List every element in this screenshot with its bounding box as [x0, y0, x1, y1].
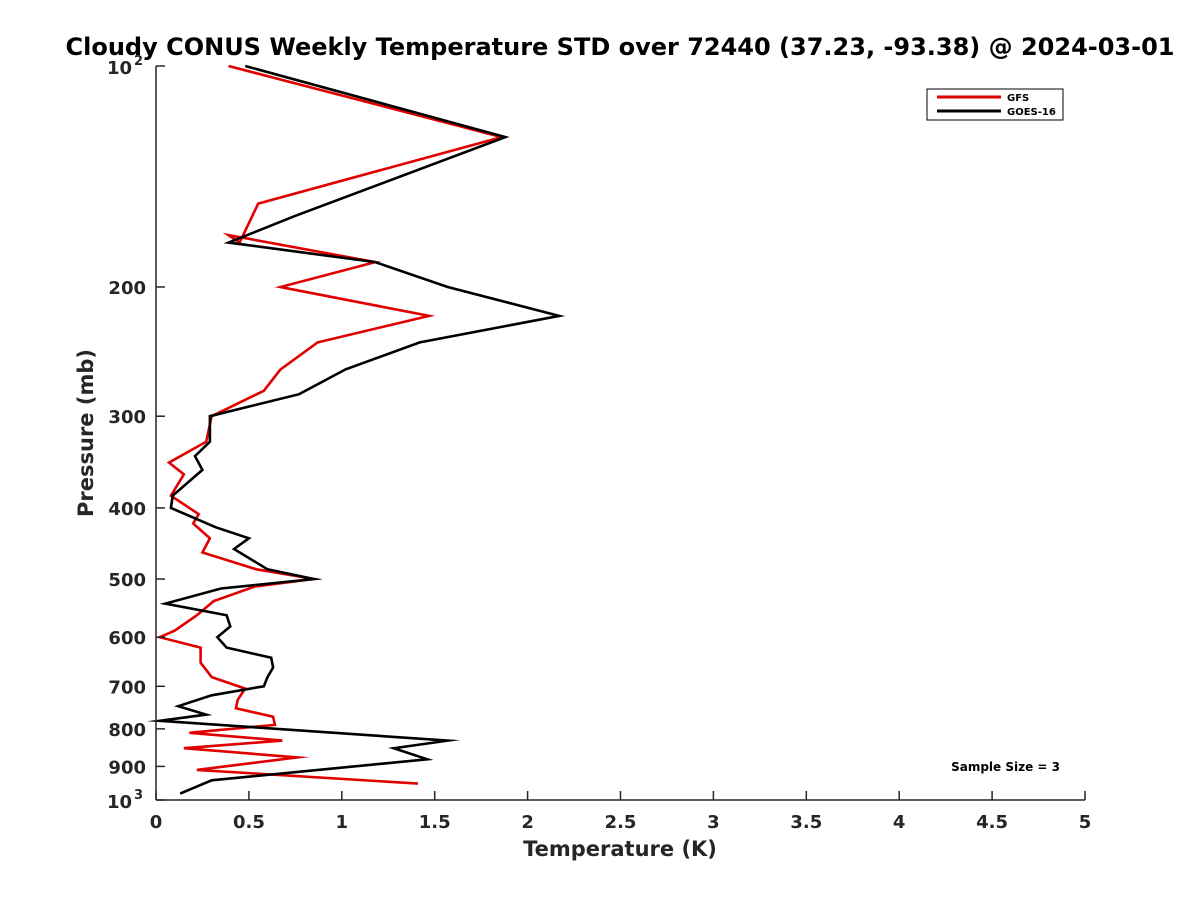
x-axis-ticks: 0 0.5 1 1.5 2 2.5 3 3.5 4 4.5 5 — [150, 791, 1092, 833]
y-tick-label: 200 — [108, 278, 146, 299]
x-tick-label: 2.5 — [605, 812, 637, 833]
series-line-goes16 — [146, 64, 566, 795]
y-tick-label-power: 10 2 — [107, 54, 143, 79]
y-tick-label: 700 — [108, 677, 146, 698]
y-tick-label-exponent: 3 — [134, 788, 143, 803]
y-tick-label: 500 — [108, 570, 146, 591]
series-line-gfs — [155, 64, 507, 785]
x-tick-label: 4 — [893, 812, 906, 833]
y-tick-label-power: 10 3 — [107, 788, 143, 813]
x-tick-label: 2 — [521, 812, 534, 833]
y-tick-label-exponent: 2 — [134, 54, 143, 69]
y-tick-label-base: 10 — [107, 58, 132, 79]
y-tick-label: 600 — [108, 628, 146, 649]
legend: GFS GOES-16 — [926, 88, 1064, 121]
x-tick-label: 1 — [336, 812, 349, 833]
x-axis-label: Temperature (K) — [523, 837, 717, 861]
y-tick-label: 300 — [108, 407, 146, 428]
x-tick-label: 0.5 — [233, 812, 265, 833]
legend-label-gfs: GFS — [1007, 93, 1029, 104]
y-tick-label: 900 — [108, 757, 146, 778]
plot-area — [146, 64, 566, 795]
legend-box — [926, 88, 1064, 121]
x-tick-label: 3 — [707, 812, 720, 833]
chart-title: Cloudy CONUS Weekly Temperature STD over… — [66, 33, 1175, 61]
x-tick-label: 1.5 — [419, 812, 451, 833]
y-axis-label: Pressure (mb) — [74, 349, 98, 517]
y-tick-label: 800 — [108, 720, 146, 741]
sample-size-annotation: Sample Size = 3 — [951, 760, 1060, 774]
x-tick-label: 3.5 — [790, 812, 822, 833]
y-tick-label-base: 10 — [107, 792, 132, 813]
y-tick-label: 400 — [108, 499, 146, 520]
x-tick-label: 5 — [1079, 812, 1092, 833]
legend-label-goes16: GOES-16 — [1007, 107, 1056, 118]
x-tick-label: 0 — [150, 812, 163, 833]
x-tick-label: 4.5 — [976, 812, 1008, 833]
